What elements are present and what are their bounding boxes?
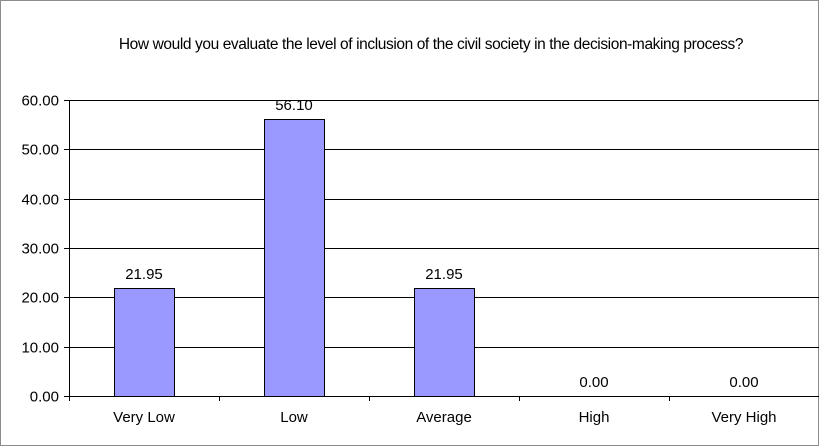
y-tick-label: 50.00	[21, 142, 59, 159]
bar-average	[414, 288, 475, 397]
bars	[114, 119, 475, 397]
bar-very-low	[114, 288, 175, 397]
x-tick-label: Very High	[711, 409, 776, 426]
data-label: 0.00	[579, 374, 608, 391]
data-label: 56.10	[275, 97, 313, 114]
x-tick-label: High	[579, 409, 610, 426]
y-tick-label: 30.00	[21, 241, 59, 258]
labels: 0.00 10.00 20.00 30.00 40.00 50.00 60.00 21.95 V…	[21, 93, 776, 427]
x-tick-label: Very Low	[113, 409, 175, 426]
x-tick-label: Low	[280, 409, 308, 426]
y-tick-label: 40.00	[21, 192, 59, 209]
data-label: 21.95	[425, 266, 463, 283]
y-tick-label: 20.00	[21, 290, 59, 307]
bar-low	[264, 119, 325, 397]
x-tick-label: Average	[416, 409, 472, 426]
data-label: 21.95	[125, 266, 163, 283]
chart-title: How would you evaluate the level of incl…	[118, 36, 744, 53]
y-tick-label: 0.00	[30, 389, 59, 406]
axes	[64, 100, 819, 401]
y-tick-label: 10.00	[21, 340, 59, 357]
y-tick-label: 60.00	[21, 93, 59, 110]
data-label: 0.00	[729, 374, 758, 391]
